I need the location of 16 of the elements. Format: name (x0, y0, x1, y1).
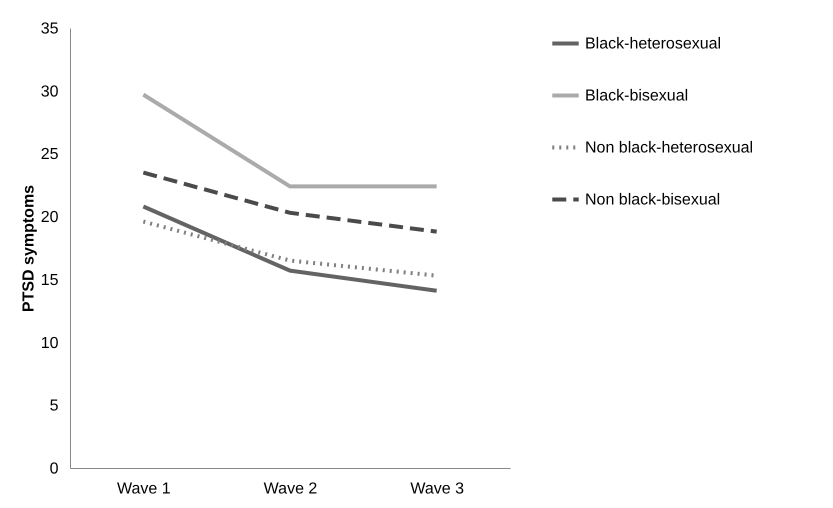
y-tick-label: 35 (40, 20, 59, 38)
y-tick-label: 30 (40, 83, 59, 100)
legend-label: Black-heterosexual (585, 36, 722, 52)
legend-label: Black-bisexual (585, 88, 688, 104)
y-tick-label: 10 (40, 334, 59, 352)
y-tick-label: 20 (40, 209, 59, 226)
legend-label: Non black-heterosexual (585, 140, 754, 156)
legend-label: Non black-bisexual (585, 192, 720, 208)
y-tick-label: 0 (50, 460, 59, 478)
x-tick-label: Wave 3 (410, 480, 464, 498)
y-axis-title: PTSD symptoms (20, 184, 38, 312)
y-tick-label: 15 (40, 272, 59, 289)
y-tick-label: 5 (50, 398, 59, 415)
x-tick-label: Wave 2 (264, 480, 318, 498)
y-tick-label: 25 (40, 146, 59, 164)
x-tick-label: Wave 1 (117, 480, 171, 498)
